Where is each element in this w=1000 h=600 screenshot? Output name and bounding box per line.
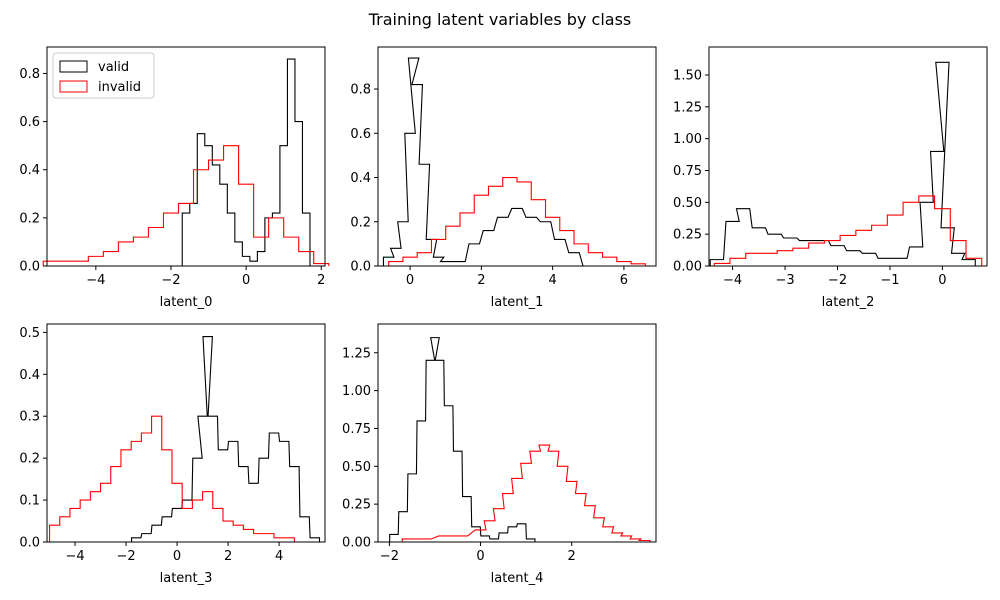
axes-frame (46, 323, 326, 543)
y-tick-label: 1.50 (673, 69, 702, 84)
y-tick-label: 0.2 (350, 215, 371, 230)
y-tick-label: 0.00 (342, 536, 371, 551)
axes-frame (377, 323, 657, 543)
series-invalid-line (49, 415, 295, 542)
legend-swatch-invalid (59, 80, 88, 93)
series-valid-line (382, 57, 594, 267)
x-axis-label: latent_4 (491, 571, 544, 586)
x-axis-label: latent_1 (491, 295, 544, 310)
y-tick-label: 1.00 (673, 132, 702, 147)
x-tick-label: 0 (938, 273, 946, 288)
x-tick-label: 0 (173, 549, 181, 564)
subplot-latent_0: −4 −2 0 2 0.0 0.2 0.4 0.6 0.8 latent_0 valid invali… (19, 46, 330, 310)
y-tick-label: 1.25 (673, 100, 702, 115)
legend-box (52, 52, 155, 99)
y-tick-label: 0.4 (19, 368, 40, 383)
x-tick-label: −2 (161, 273, 180, 288)
subplot-latent_2: −4 −3 −2 −1 0 0.00 0.25 0.50 0.75 1.00 1.25 1.50 lat… (673, 46, 988, 310)
axes-frame (708, 46, 988, 267)
x-tick-label: 2 (317, 273, 325, 288)
y-tick-label: 0.3 (19, 410, 40, 425)
x-tick-label: −2 (380, 549, 399, 564)
y-tick-label: 0.8 (19, 67, 40, 82)
x-tick-label: 2 (568, 549, 576, 564)
x-axis-label: latent_0 (160, 295, 213, 310)
y-tick-label: 0.00 (673, 260, 702, 275)
x-tick-label: −2 (116, 549, 135, 564)
legend-label-valid: valid (98, 60, 129, 75)
subplot-latent_4: −2 0 2 0.00 0.25 0.50 0.75 1.00 1.25 latent_4 (342, 323, 657, 586)
y-tick-label: 0.5 (19, 326, 40, 341)
x-tick-label: −3 (775, 273, 794, 288)
x-axis-label: latent_3 (160, 571, 213, 586)
x-tick-label: 2 (477, 273, 485, 288)
y-tick-label: 0.25 (342, 498, 371, 513)
y-tick-label: 0.0 (350, 260, 371, 275)
y-tick-label: 0.8 (350, 83, 371, 98)
y-tick-label: 0.1 (19, 494, 40, 509)
y-tick-label: 0.75 (673, 164, 702, 179)
figure-title: Training latent variables by class (368, 10, 632, 29)
series-invalid-line (388, 176, 646, 266)
x-tick-label: −1 (880, 273, 899, 288)
y-tick-label: 0.25 (673, 228, 702, 243)
x-tick-label: 4 (275, 549, 283, 564)
x-tick-label: −2 (828, 273, 847, 288)
y-tick-label: 0.50 (342, 460, 371, 475)
y-tick-label: 0.0 (19, 536, 40, 551)
series-invalid-line (713, 195, 983, 266)
y-tick-label: 1.25 (342, 346, 371, 361)
y-tick-label: 0.6 (350, 127, 371, 142)
legend-swatch-valid (59, 60, 88, 73)
series-valid-line (174, 58, 318, 267)
x-tick-label: −4 (723, 273, 742, 288)
y-tick-label: 0.4 (19, 163, 40, 178)
y-tick-label: 0.6 (19, 115, 40, 130)
x-tick-label: −4 (65, 549, 84, 564)
axes-frame (46, 46, 326, 267)
x-tick-label: 4 (549, 273, 557, 288)
y-tick-label: 0.4 (350, 171, 371, 186)
y-tick-label: 0.2 (19, 452, 40, 467)
x-tick-label: 0 (406, 273, 414, 288)
x-tick-label: 6 (620, 273, 628, 288)
legend-label-invalid: invalid (98, 80, 141, 95)
series-valid-line (389, 337, 536, 542)
y-tick-label: 0.0 (19, 260, 40, 275)
legend: valid invalid (52, 52, 155, 99)
x-tick-label: 0 (476, 549, 484, 564)
y-tick-label: 1.00 (342, 384, 371, 399)
subplot-latent_3: −4 −2 0 2 4 0.0 0.1 0.2 0.3 0.4 0.5 latent_3 (19, 323, 326, 586)
axes-frame (377, 46, 657, 267)
x-tick-label: 2 (224, 549, 232, 564)
series-invalid-line (401, 444, 651, 542)
y-tick-label: 0.50 (673, 196, 702, 211)
x-tick-label: −4 (86, 273, 105, 288)
series-valid-line (131, 336, 321, 542)
series-invalid-line (42, 145, 330, 266)
x-tick-label: 0 (242, 273, 250, 288)
y-tick-label: 0.75 (342, 422, 371, 437)
x-axis-label: latent_2 (822, 295, 875, 310)
series-valid-line (709, 61, 976, 266)
y-tick-label: 0.2 (19, 211, 40, 226)
subplot-latent_1: 0 2 4 6 0.0 0.2 0.4 0.6 0.8 latent_1 (350, 46, 657, 310)
